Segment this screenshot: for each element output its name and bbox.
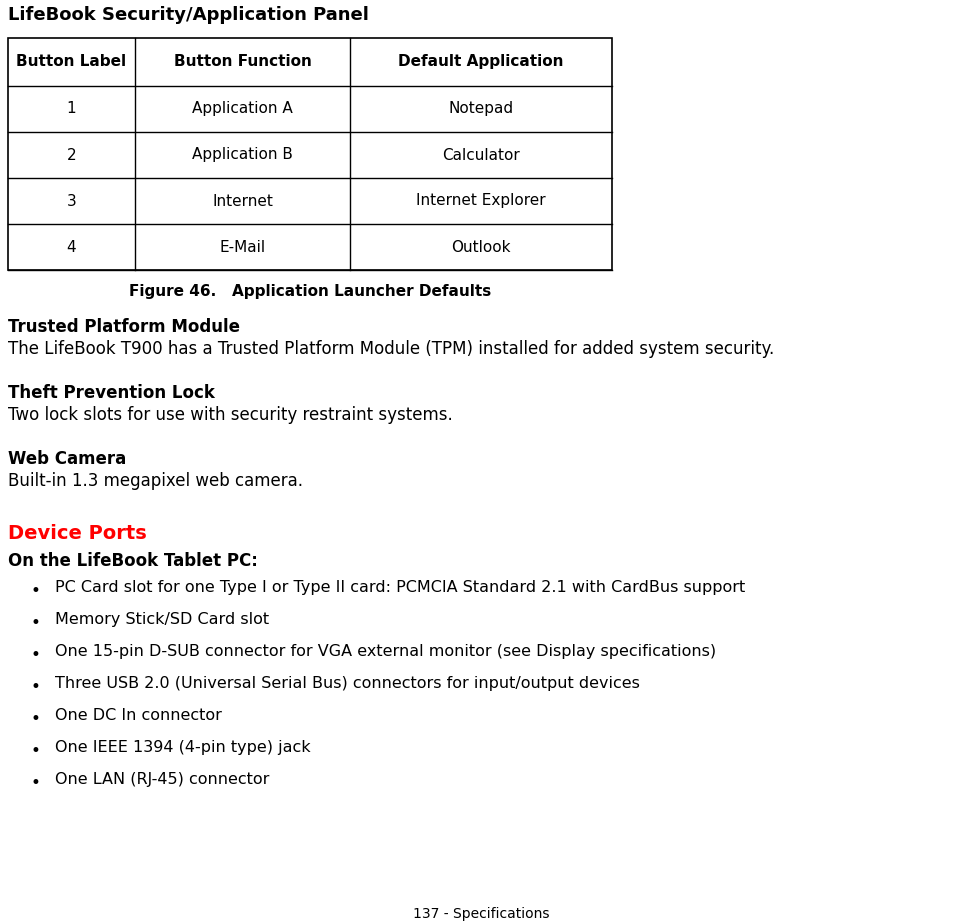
Text: 137 - Specifications: 137 - Specifications [412,907,549,921]
Text: •: • [30,774,40,792]
Text: PC Card slot for one Type I or Type II card: PCMCIA Standard 2.1 with CardBus su: PC Card slot for one Type I or Type II c… [55,580,745,595]
Text: Application A: Application A [192,101,292,116]
Text: •: • [30,678,40,696]
Text: 3: 3 [66,193,76,208]
Text: 4: 4 [66,239,76,254]
Text: •: • [30,582,40,600]
Text: One DC In connector: One DC In connector [55,708,222,723]
Bar [8,38,611,270]
Text: Default Application: Default Application [398,54,563,69]
Text: Memory Stick/SD Card slot: Memory Stick/SD Card slot [55,612,269,627]
Text: Device Ports: Device Ports [8,524,147,543]
Text: Figure 46.   Application Launcher Defaults: Figure 46. Application Launcher Defaults [129,284,491,299]
Text: •: • [30,614,40,632]
Text: Calculator: Calculator [442,147,519,162]
Text: Three USB 2.0 (Universal Serial Bus) connectors for input/output devices: Three USB 2.0 (Universal Serial Bus) con… [55,676,639,691]
Text: •: • [30,710,40,728]
Text: On the LifeBook Tablet PC:: On the LifeBook Tablet PC: [8,552,258,570]
Text: •: • [30,646,40,664]
Text: Outlook: Outlook [451,239,510,254]
Text: Button Function: Button Function [173,54,311,69]
Text: Internet Explorer: Internet Explorer [416,193,545,208]
Text: The LifeBook T900 has a Trusted Platform Module (TPM) installed for added system: The LifeBook T900 has a Trusted Platform… [8,340,774,358]
Text: 1: 1 [66,101,76,116]
Text: Theft Prevention Lock: Theft Prevention Lock [8,384,214,402]
Text: Built-in 1.3 megapixel web camera.: Built-in 1.3 megapixel web camera. [8,472,303,490]
Text: Two lock slots for use with security restraint systems.: Two lock slots for use with security res… [8,406,453,424]
Text: Application B: Application B [192,147,293,162]
Text: Notepad: Notepad [448,101,513,116]
Text: Button Label: Button Label [16,54,127,69]
Text: One 15-pin D-SUB connector for VGA external monitor (see Display specifications): One 15-pin D-SUB connector for VGA exter… [55,644,715,659]
Text: E-Mail: E-Mail [219,239,265,254]
Text: One LAN (RJ-45) connector: One LAN (RJ-45) connector [55,772,269,787]
Text: Internet: Internet [211,193,273,208]
Text: LifeBook Security/Application Panel: LifeBook Security/Application Panel [8,6,368,24]
Text: Trusted Platform Module: Trusted Platform Module [8,318,239,336]
Text: •: • [30,742,40,760]
Text: One IEEE 1394 (4-pin type) jack: One IEEE 1394 (4-pin type) jack [55,740,310,755]
Text: 2: 2 [66,147,76,162]
Text: Web Camera: Web Camera [8,450,126,468]
